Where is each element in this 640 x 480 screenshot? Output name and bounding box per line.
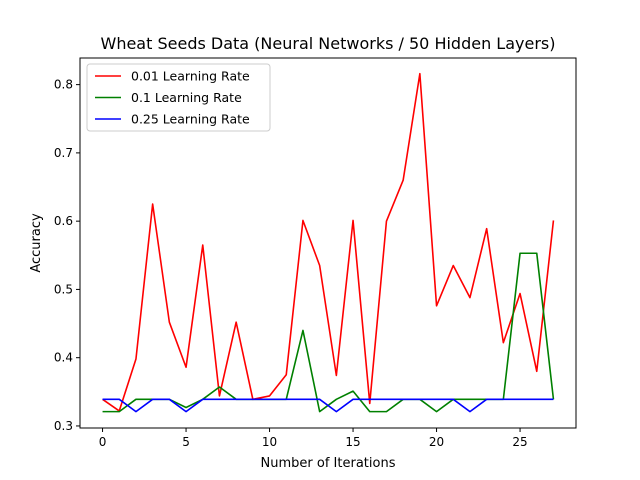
legend-label-2: 0.1 Learning Rate — [131, 90, 242, 105]
x-tick-label: 0 — [99, 435, 107, 449]
x-tick-label: 15 — [345, 435, 360, 449]
y-axis-label: Accuracy — [29, 213, 44, 273]
x-tick-label: 25 — [512, 435, 527, 449]
plot-frame — [79, 57, 577, 429]
x-tick-label: 10 — [262, 435, 277, 449]
y-axis-ticks: 0.3 0.4 0.5 0.6 0.7 0.8 — [54, 78, 80, 433]
x-tick-label: 20 — [429, 435, 444, 449]
y-tick-label: 0.7 — [54, 146, 73, 160]
legend-label-1: 0.01 Learning Rate — [131, 69, 250, 84]
legend-label-3: 0.25 Learning Rate — [131, 112, 250, 127]
y-tick-label: 0.4 — [54, 351, 73, 365]
x-axis-label: Number of Iterations — [261, 456, 396, 471]
y-tick-label: 0.6 — [54, 214, 73, 228]
x-axis-ticks: 0 5 10 15 20 25 — [99, 428, 528, 449]
legend-box — [86, 63, 271, 132]
x-tick-label: 5 — [182, 435, 190, 449]
chart-title: Wheat Seeds Data (Neural Networks / 50 H… — [101, 34, 556, 53]
legend: 0.01 Learning Rate 0.1 Learning Rate 0.25 … — [86, 63, 271, 132]
series-line-1 — [102, 72, 555, 412]
y-tick-label: 0.8 — [54, 78, 73, 92]
series-line-3 — [102, 398, 554, 413]
y-tick-label: 0.5 — [54, 282, 73, 296]
plot-lines — [102, 72, 555, 413]
y-tick-label: 0.3 — [54, 419, 73, 433]
